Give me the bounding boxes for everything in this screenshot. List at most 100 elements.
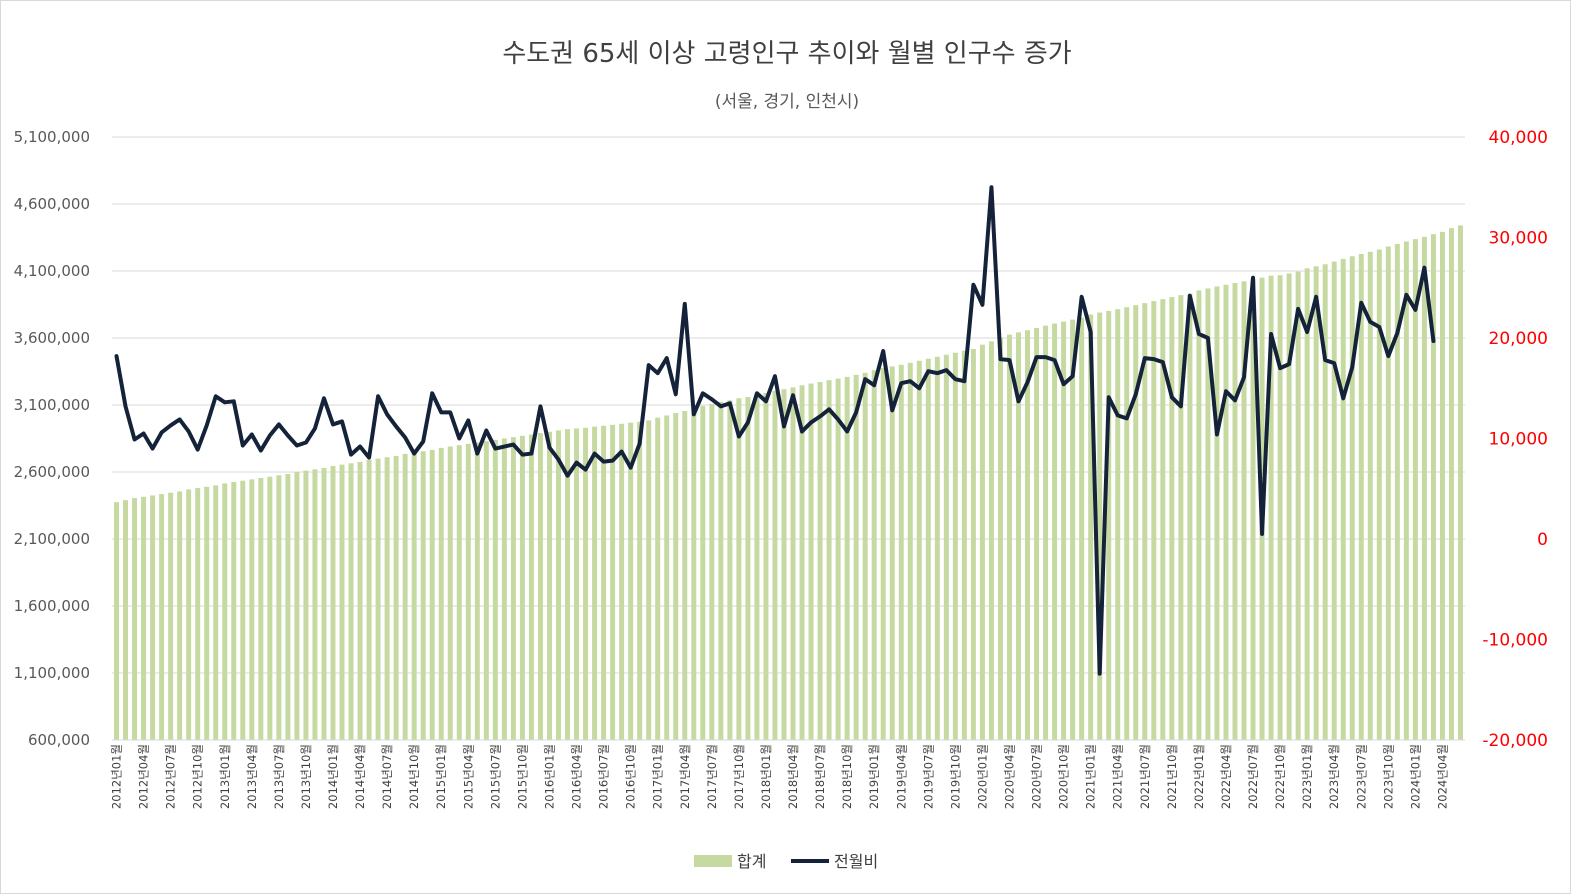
x-tick-label: 2013년07월 xyxy=(272,744,286,809)
bar xyxy=(348,463,354,740)
bar xyxy=(150,495,156,740)
x-tick-label: 2018년07월 xyxy=(813,744,827,809)
bar xyxy=(375,458,381,740)
bar xyxy=(718,401,724,740)
left-tick-label: 1,100,000 xyxy=(14,664,90,682)
x-tick-label: 2014년04월 xyxy=(353,744,367,809)
bar xyxy=(655,417,661,740)
bar xyxy=(997,338,1003,740)
x-tick-label: 2017년01월 xyxy=(651,744,665,809)
bar xyxy=(1097,312,1103,740)
bar xyxy=(177,491,183,740)
x-tick-label: 2012년10월 xyxy=(191,744,205,809)
bar xyxy=(664,415,670,740)
bar xyxy=(438,447,444,740)
x-tick-label: 2021년07월 xyxy=(1138,744,1152,809)
bar xyxy=(429,449,435,740)
bar xyxy=(727,400,733,740)
left-axis-ticks: 600,000 1,100,000 1,600,000 2,100,000 2,600,… xyxy=(14,128,90,749)
bar xyxy=(673,413,679,740)
bar xyxy=(934,356,940,740)
bar xyxy=(519,435,525,740)
bar xyxy=(366,459,372,740)
bar xyxy=(1412,239,1418,740)
bar xyxy=(1043,325,1049,740)
bar xyxy=(763,392,769,740)
bar xyxy=(862,372,868,740)
bar xyxy=(1124,307,1130,740)
bar xyxy=(537,433,543,740)
bar xyxy=(1187,293,1193,740)
x-tick-label: 2019년10월 xyxy=(948,744,962,809)
bar xyxy=(1458,225,1463,740)
bar xyxy=(231,482,237,740)
bar xyxy=(1430,234,1436,740)
legend: 합계 전월비 xyxy=(694,852,878,871)
left-tick-label: 5,100,000 xyxy=(14,128,90,146)
bar xyxy=(1052,323,1058,740)
bar xyxy=(321,467,327,740)
bar xyxy=(619,423,625,740)
chart-title: 수도권 65세 이상 고령인구 추이와 월별 인구수 증가 xyxy=(502,39,1071,69)
bar xyxy=(159,494,165,740)
bar xyxy=(1232,283,1238,740)
bar xyxy=(682,411,688,740)
bar xyxy=(1160,299,1166,740)
bar xyxy=(1367,251,1373,740)
bar xyxy=(1142,303,1148,740)
left-tick-label: 2,100,000 xyxy=(14,530,90,548)
bar xyxy=(213,485,219,740)
bar xyxy=(1439,231,1445,740)
gridlines xyxy=(112,136,1465,674)
x-axis-ticks: 2012년01월 2012년04월 2012년07월 2012년10월 2013년01월… xyxy=(110,744,1450,809)
bar xyxy=(1322,264,1328,740)
bar xyxy=(474,442,480,740)
bar xyxy=(420,451,426,740)
bar xyxy=(790,387,796,740)
bar xyxy=(1070,319,1076,740)
bar xyxy=(123,500,129,740)
bar xyxy=(1250,279,1256,740)
bar-series-total xyxy=(114,225,1463,740)
right-axis-ticks: -20,000 -10,000 0 10,000 20,000 30,000 40,000 xyxy=(1482,128,1548,751)
bar xyxy=(465,443,471,740)
left-tick-label: 3,600,000 xyxy=(14,329,90,347)
right-tick-label: 40,000 xyxy=(1489,128,1548,148)
bar xyxy=(1034,327,1040,740)
right-tick-label: -20,000 xyxy=(1482,731,1548,751)
x-tick-label: 2018년01월 xyxy=(759,744,773,809)
x-tick-label: 2013년10월 xyxy=(299,744,313,809)
x-tick-label: 2014년01월 xyxy=(326,744,340,809)
bar xyxy=(1268,275,1274,740)
bar xyxy=(1106,310,1112,740)
bar xyxy=(1295,271,1301,740)
x-tick-label: 2024년01월 xyxy=(1408,744,1422,809)
right-tick-label: 10,000 xyxy=(1489,430,1548,450)
bar xyxy=(204,486,210,740)
bar xyxy=(781,389,787,740)
x-tick-label: 2014년07월 xyxy=(380,744,394,809)
x-tick-label: 2021년01월 xyxy=(1084,744,1098,809)
x-tick-label: 2015년01월 xyxy=(434,744,448,809)
bar xyxy=(1214,286,1220,740)
bar xyxy=(1340,258,1346,740)
bar xyxy=(745,396,751,740)
right-tick-label: -10,000 xyxy=(1482,631,1548,651)
x-tick-label: 2021년10월 xyxy=(1165,744,1179,809)
x-tick-label: 2017년10월 xyxy=(732,744,746,809)
bar xyxy=(556,430,561,740)
x-tick-label: 2019년01월 xyxy=(867,744,881,809)
bar xyxy=(1304,268,1310,740)
bar xyxy=(1349,256,1355,740)
bar xyxy=(1403,241,1409,740)
x-tick-label: 2015년07월 xyxy=(488,744,502,809)
bar xyxy=(546,431,552,740)
bar xyxy=(844,376,850,740)
bar xyxy=(357,461,363,740)
bar xyxy=(925,358,931,740)
x-tick-label: 2022년04월 xyxy=(1219,744,1233,809)
bar xyxy=(132,498,138,740)
bar xyxy=(565,429,570,740)
bar xyxy=(141,496,147,740)
x-tick-label: 2019년07월 xyxy=(921,744,935,809)
